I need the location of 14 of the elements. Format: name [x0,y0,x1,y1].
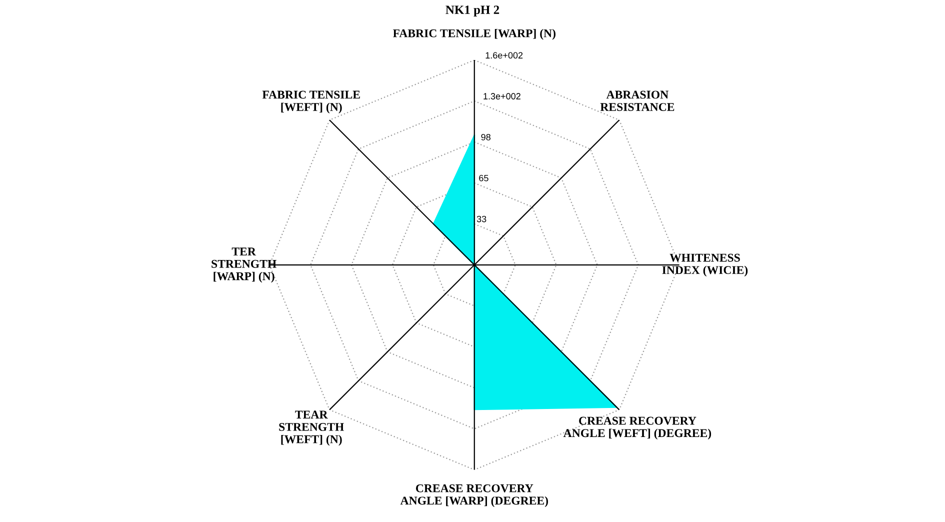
y-tick-label: 98 [481,134,490,140]
y-tick-label: 33 [476,216,486,222]
spoke-label: CREASE RECOVERY ANGLE [WARP] (DEGREE) [400,484,548,508]
spoke-label: TEAR STRENGTH [WEFT] (N) [279,410,344,446]
spoke-label: WHITENESS INDEX (WICIE) [662,254,748,276]
spoke-label: FABRIC TENSILE [WARP] (N) [392,28,556,40]
y-tick-label: 65 [479,174,488,182]
spoke-label: ABRASION RESISTANCE [600,90,674,111]
spoke-label: TER STRENGTH [WARP] (N) [212,248,276,283]
spoke-label: CREASE RECOVERY ANGLE [WEFT] (DEGREE) [563,416,712,440]
y-tick-label: 1.6e+002 [486,52,523,59]
spoke-label: FABRIC TENSILE [WEFT] (N) [262,90,360,114]
chart-title: NK1 pH 2 [446,6,500,17]
y-tick-label: 1.3e+002 [484,93,520,100]
